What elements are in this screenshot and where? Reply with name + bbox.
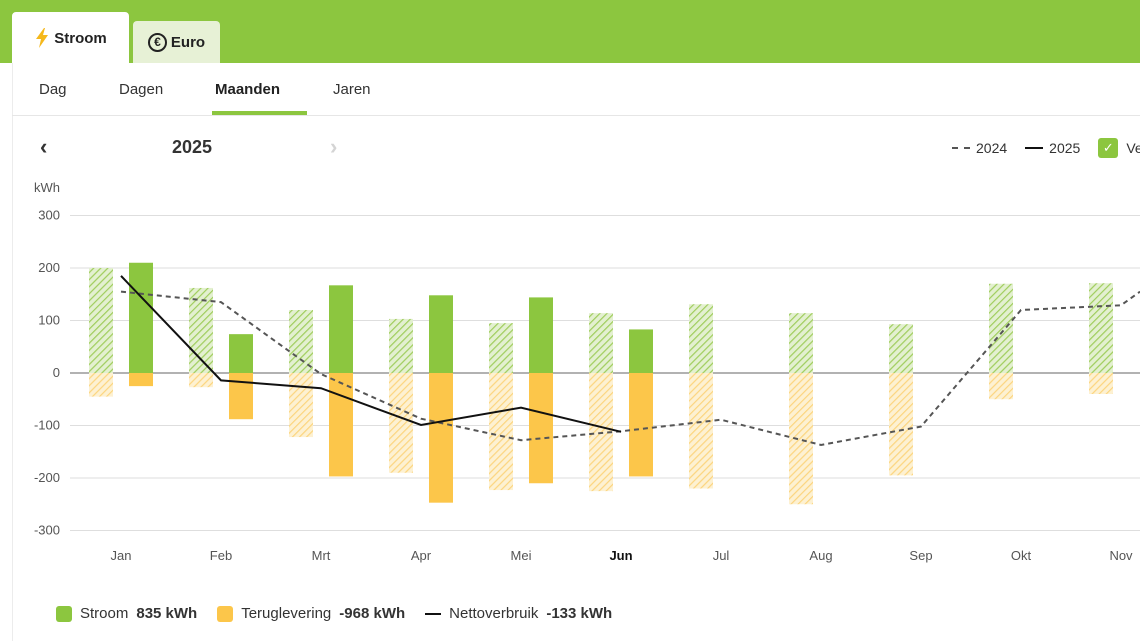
bar-2024-teruglevering	[689, 373, 713, 489]
bar-2025-teruglevering	[429, 373, 453, 503]
subtab-dag[interactable]: Dag	[39, 81, 67, 98]
bar-2024-teruglevering	[989, 373, 1013, 400]
bar-2025-teruglevering	[229, 373, 253, 420]
bar-2024-stroom	[889, 324, 913, 373]
chart-legend-top: 2024 2025 ✓ Ve	[952, 138, 1140, 158]
line-2025-netto	[120, 275, 622, 433]
x-tick-label: Aug	[809, 548, 832, 563]
subtab-dagen[interactable]: Dagen	[119, 81, 164, 98]
bar-2024-teruglevering	[389, 373, 413, 473]
netto-total: -133 kWh	[546, 605, 613, 622]
bar-2025-stroom	[329, 285, 353, 373]
bar-2024-stroom	[589, 313, 613, 373]
y-tick-label: 0	[53, 365, 60, 380]
x-tick-label: Feb	[210, 548, 232, 563]
x-tick-label: Okt	[1011, 548, 1032, 563]
netto-label: Nettoverbruik	[449, 605, 539, 622]
bar-2025-teruglevering	[629, 373, 653, 477]
chart-legend-bottom: Stroom 835 kWh Teruglevering -968 kWh Ne…	[56, 605, 632, 622]
subtab-jaren[interactable]: Jaren	[333, 81, 371, 98]
bar-2024-stroom	[1089, 283, 1113, 373]
legend-2025-label: 2025	[1049, 140, 1081, 156]
bar-2025-teruglevering	[329, 373, 353, 477]
bar-2024-stroom	[989, 283, 1013, 373]
x-tick-label: Nov	[1109, 548, 1133, 563]
bar-2024-teruglevering	[89, 373, 113, 397]
monthly-energy-chart: kWh 300 200 100 0 -100 -200 -300 Jan Feb Mrt Apr Mei…	[34, 180, 1140, 563]
bar-2025-stroom	[529, 297, 553, 373]
x-tick-label: Jun	[609, 548, 632, 563]
x-tick-label: Mrt	[312, 548, 331, 563]
bar-2024-stroom	[489, 323, 513, 373]
legend-2024-label: 2024	[976, 140, 1008, 156]
line-2024-netto	[120, 290, 1140, 446]
bar-2024-stroom	[289, 310, 313, 373]
x-tick-label: Jan	[111, 548, 132, 563]
tab-euro-label: Euro	[170, 33, 206, 51]
x-tick-label: Sep	[909, 548, 932, 563]
y-tick-label: -200	[34, 470, 60, 485]
teruglevering-label: Teruglevering	[241, 605, 332, 622]
tab-euro[interactable]: € Euro	[133, 21, 220, 63]
compare-checkbox[interactable]: ✓	[1098, 138, 1119, 158]
y-axis-label: kWh	[34, 180, 60, 195]
euro-icon: €	[147, 32, 167, 52]
bar-2024-teruglevering	[889, 373, 913, 476]
period-year: 2025	[172, 137, 213, 157]
bar-2024-teruglevering	[1089, 373, 1113, 394]
stroom-total: 835 kWh	[136, 605, 198, 622]
bar-2025-stroom	[129, 262, 153, 373]
previous-period-button[interactable]: ‹	[40, 134, 48, 159]
y-tick-label: 200	[38, 260, 60, 275]
legend-2025-line-icon	[1025, 147, 1044, 149]
x-tick-label: Mei	[511, 548, 532, 563]
teruglevering-total: -968 kWh	[339, 605, 406, 622]
x-tick-label: Apr	[411, 548, 432, 563]
bar-2024-stroom	[789, 313, 813, 373]
netto-line-icon	[425, 612, 442, 615]
bar-2025-stroom	[629, 329, 653, 373]
bar-2024-stroom	[689, 304, 713, 373]
stroom-label: Stroom	[80, 605, 129, 622]
bar-2024-teruglevering	[789, 373, 813, 505]
period-tabs: Dag Dagen Maanden Jaren	[12, 63, 1140, 116]
legend-2024-line-icon	[952, 147, 970, 149]
tab-stroom-label: Stroom	[54, 29, 107, 47]
bar-2024-teruglevering	[189, 373, 213, 388]
bar-2024-stroom	[89, 268, 113, 373]
y-tick-label: 100	[38, 313, 60, 328]
compare-label: Ve	[1126, 140, 1140, 156]
y-tick-label: -300	[34, 523, 60, 538]
y-tick-label: -100	[34, 418, 60, 433]
subtab-maanden[interactable]: Maanden	[215, 81, 281, 98]
stroom-swatch-icon	[56, 605, 72, 622]
y-tick-label: 300	[38, 208, 60, 223]
active-subtab-indicator	[212, 111, 307, 115]
next-period-button[interactable]: ›	[330, 134, 338, 159]
bar-2024-stroom	[389, 318, 413, 373]
bar-2025-stroom	[229, 334, 253, 373]
lightning-icon	[36, 28, 49, 48]
x-tick-label: Jul	[713, 548, 730, 563]
bar-2025-teruglevering	[529, 373, 553, 484]
bar-2025-teruglevering	[129, 373, 153, 387]
bar-2024-teruglevering	[489, 373, 513, 491]
tab-stroom[interactable]: Stroom	[12, 12, 129, 64]
teruglevering-swatch-icon	[217, 605, 234, 622]
bar-2024-teruglevering	[289, 373, 313, 438]
bar-2025-stroom	[429, 295, 453, 373]
